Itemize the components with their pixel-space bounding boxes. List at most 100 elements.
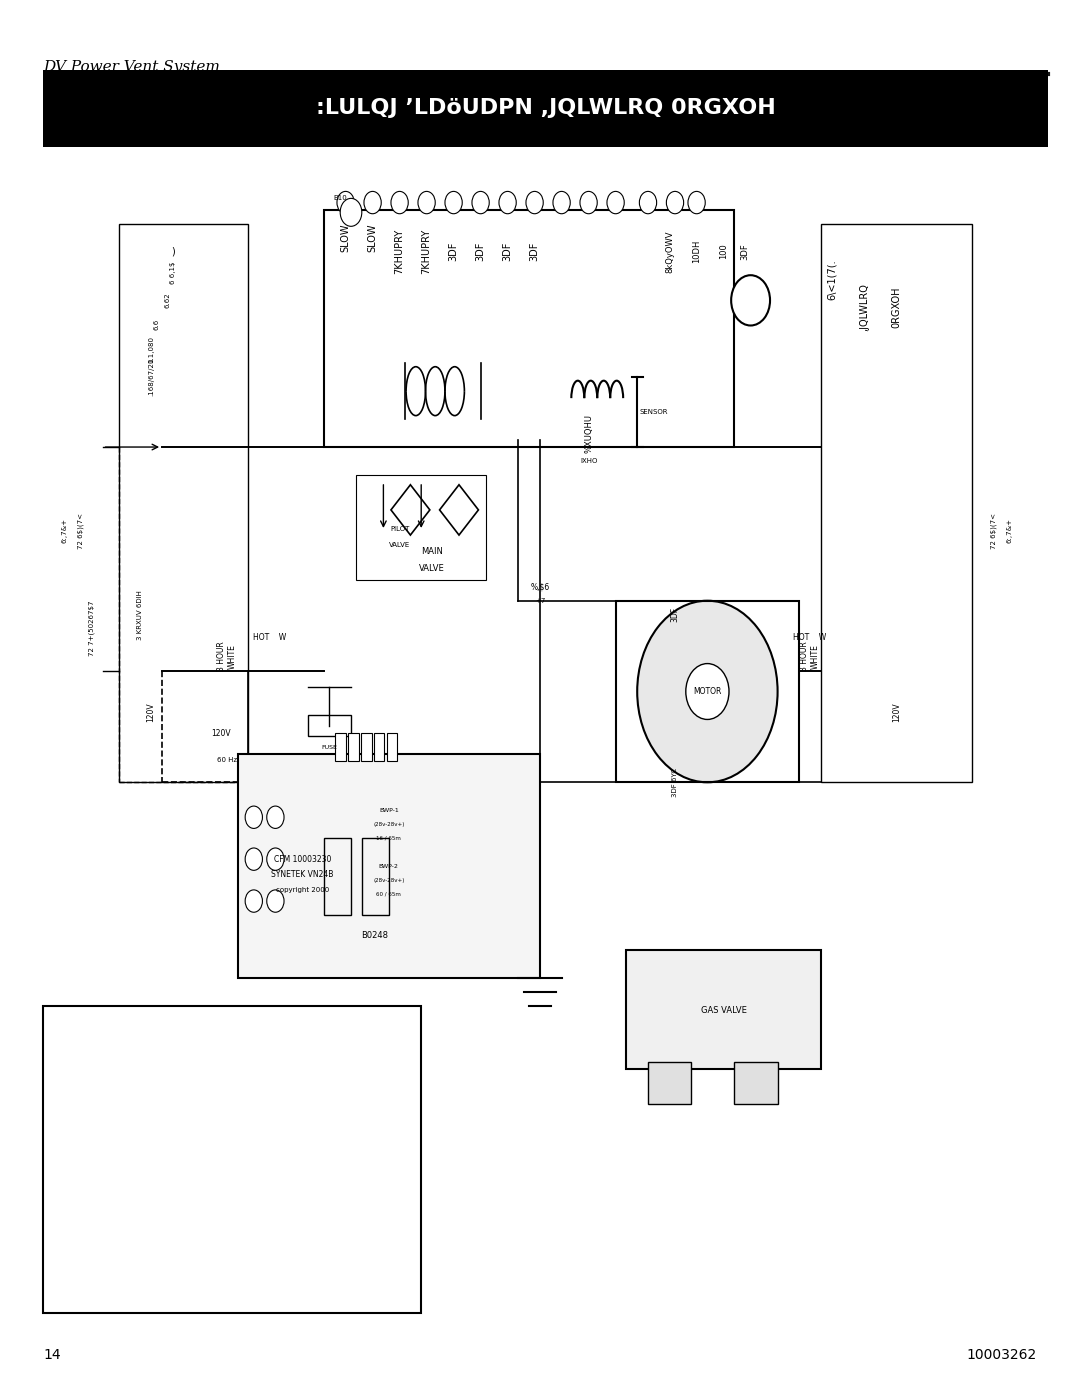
- Text: (28v-28v+): (28v-28v+): [373, 877, 405, 883]
- FancyBboxPatch shape: [43, 1006, 421, 1313]
- Circle shape: [639, 191, 657, 214]
- Text: 6:,7&+: 6:,7&+: [1007, 518, 1013, 543]
- Text: 100: 100: [719, 243, 728, 260]
- Text: 6\<1(7(.: 6\<1(7(.: [826, 258, 837, 300]
- Text: 6 6,1$: 6 6,1$: [170, 261, 176, 284]
- Text: 3DF: 3DF: [448, 242, 459, 261]
- Circle shape: [637, 601, 778, 782]
- Bar: [308, 715, 351, 736]
- Text: PILOT: PILOT: [390, 527, 409, 532]
- Text: SLOW: SLOW: [340, 224, 351, 251]
- Polygon shape: [391, 485, 430, 535]
- Text: 8kQyOWV: 8kQyOWV: [665, 231, 674, 272]
- Text: fault, hardware error: fault, hardware error: [167, 1273, 269, 1282]
- Text: 6.6: 6.6: [153, 319, 160, 330]
- Circle shape: [391, 191, 408, 214]
- Text: 72 6$)(7<: 72 6$)(7<: [990, 513, 997, 549]
- Circle shape: [731, 275, 770, 326]
- Bar: [626, 950, 821, 1069]
- Text: MAIN: MAIN: [421, 548, 443, 556]
- Circle shape: [364, 191, 381, 214]
- Text: B10: B10: [334, 196, 347, 201]
- Text: 3DF: 3DF: [475, 242, 486, 261]
- Text: %XUQHU: %XUQHU: [584, 414, 593, 453]
- Text: .168/67/21: .168/67/21: [148, 358, 154, 397]
- Text: 3DF: 3DF: [671, 608, 679, 622]
- Bar: [616, 601, 799, 782]
- Text: IXHO: IXHO: [580, 458, 597, 464]
- Circle shape: [580, 191, 597, 214]
- Bar: [362, 838, 389, 915]
- Text: CFM 10003230: CFM 10003230: [273, 855, 332, 863]
- Text: 3 HOUR
WHITE: 3 HOUR WHITE: [217, 641, 237, 672]
- Text: BWP-1: BWP-1: [379, 807, 399, 813]
- Bar: [348, 733, 359, 761]
- Bar: [356, 475, 486, 580]
- Text: 72 7+(50267$7: 72 7+(50267$7: [89, 601, 95, 657]
- Text: %,$6: %,$6: [530, 583, 550, 591]
- Text: 6.62: 6.62: [164, 292, 171, 309]
- Text: BWP-2: BWP-2: [379, 863, 399, 869]
- Bar: [734, 1062, 778, 1104]
- Text: 0.1,080: 0.1,080: [148, 335, 154, 363]
- Circle shape: [472, 191, 489, 214]
- Text: 14: 14: [43, 1348, 60, 1362]
- Circle shape: [499, 191, 516, 214]
- Text: FUSE: FUSE: [322, 745, 337, 750]
- Text: Flame loss lockout: Flame loss lockout: [167, 1119, 258, 1129]
- Text: ON: ON: [136, 1058, 151, 1067]
- Text: DV Power Vent System: DV Power Vent System: [43, 60, 220, 74]
- Bar: [119, 224, 248, 782]
- Text: 3DF: 3DF: [741, 243, 750, 260]
- Circle shape: [666, 191, 684, 214]
- Bar: [361, 733, 372, 761]
- Circle shape: [267, 806, 284, 828]
- Text: 3DF: 3DF: [502, 242, 513, 261]
- Text: 3DF 6YC: 3DF 6YC: [672, 768, 678, 796]
- Text: Flame detected out of al-: Flame detected out of al-: [167, 1211, 291, 1221]
- Bar: [324, 210, 734, 447]
- Text: HOT    W: HOT W: [254, 633, 286, 641]
- Text: MOTOR: MOTOR: [693, 687, 721, 696]
- Polygon shape: [440, 485, 478, 535]
- Circle shape: [445, 191, 462, 214]
- Text: 0RGXOH: 0RGXOH: [891, 286, 902, 328]
- Text: 3DF: 3DF: [529, 242, 540, 261]
- Text: 7KHUPRY: 7KHUPRY: [394, 229, 405, 274]
- Text: HOT    W: HOT W: [794, 633, 826, 641]
- Text: 2 Flash: 2 Flash: [116, 1088, 151, 1098]
- Text: SENSOR: SENSOR: [639, 409, 667, 415]
- Text: /(' &RGHV: /(' &RGHV: [56, 1027, 108, 1037]
- Text: 3 HOUR
WHITE: 3 HOUR WHITE: [800, 641, 820, 672]
- Bar: [335, 733, 346, 761]
- Text: ): ): [171, 246, 175, 257]
- Bar: [648, 1062, 691, 1104]
- Bar: [374, 733, 384, 761]
- Text: ,JQLWLRQ: ,JQLWLRQ: [859, 284, 869, 331]
- Text: 3 Flash: 3 Flash: [117, 1119, 151, 1129]
- Text: 7KHUPRY: 7KHUPRY: [421, 229, 432, 274]
- Circle shape: [686, 664, 729, 719]
- Circle shape: [267, 848, 284, 870]
- Text: 10003262: 10003262: [967, 1348, 1037, 1362]
- Circle shape: [245, 890, 262, 912]
- Text: 16 / 65m: 16 / 65m: [376, 835, 402, 841]
- Text: 60 Hz: 60 Hz: [217, 757, 237, 763]
- Text: 10DH: 10DH: [692, 240, 701, 263]
- Circle shape: [245, 806, 262, 828]
- Text: SYNETEK VN24B: SYNETEK VN24B: [271, 870, 334, 879]
- Bar: [387, 733, 397, 761]
- Text: +7: +7: [535, 598, 545, 604]
- Text: 120V AC reversed polarity: 120V AC reversed polarity: [167, 1150, 295, 1160]
- Circle shape: [607, 191, 624, 214]
- Text: Ignition trial lockout: Ignition trial lockout: [167, 1088, 265, 1098]
- Text: 120V: 120V: [147, 703, 156, 722]
- Bar: [43, 70, 1048, 147]
- Text: or board not sensing ground: or board not sensing ground: [167, 1180, 306, 1190]
- Text: B0248: B0248: [361, 932, 389, 940]
- Circle shape: [418, 191, 435, 214]
- Text: :LULQJ ’LDöUDPN ,JQLWLRQ 0RGXOH: :LULQJ ’LDöUDPN ,JQLWLRQ 0RGXOH: [315, 98, 775, 119]
- Bar: [821, 224, 972, 782]
- Text: 120V: 120V: [892, 703, 901, 722]
- Circle shape: [688, 191, 705, 214]
